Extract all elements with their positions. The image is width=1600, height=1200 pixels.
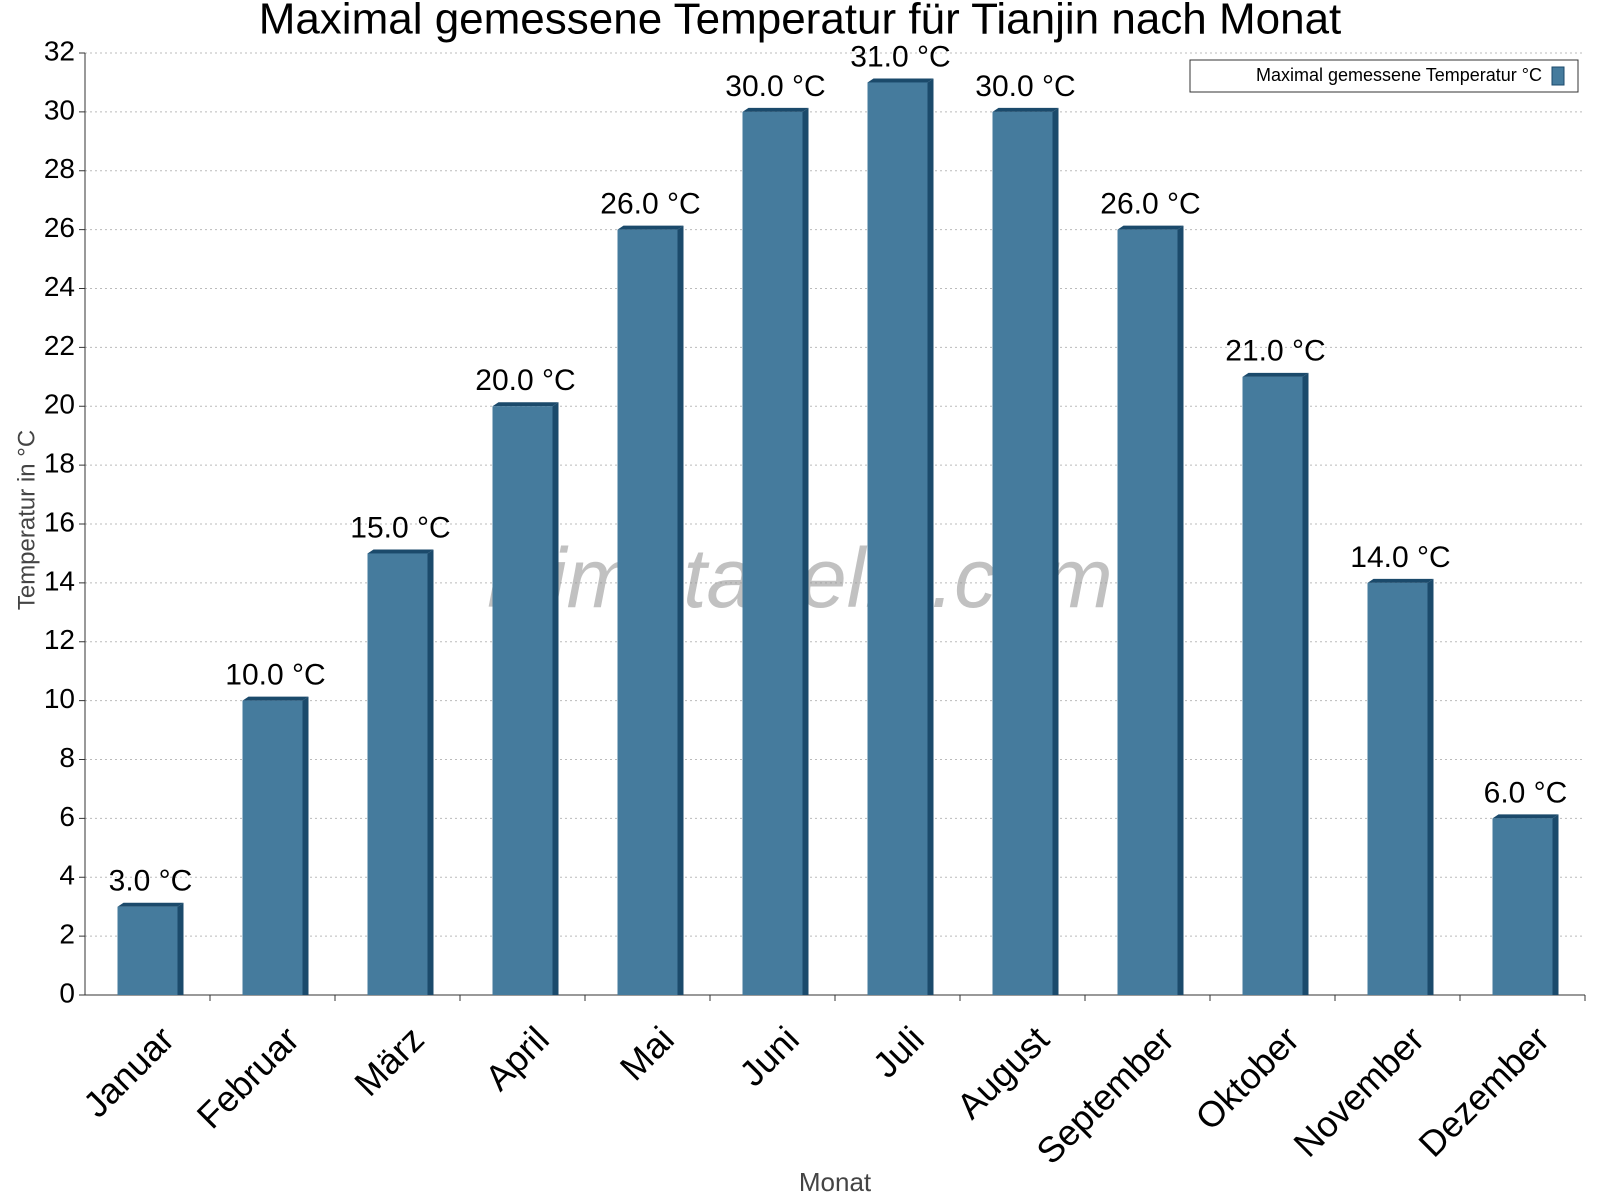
y-tick-label: 6 — [59, 801, 75, 832]
y-tick-label: 30 — [44, 94, 75, 125]
bar — [1492, 818, 1553, 995]
data-label: 20.0 °C — [475, 364, 575, 397]
bar-top — [242, 696, 309, 701]
bar-top — [867, 78, 934, 83]
bar-top — [617, 225, 684, 230]
x-tick-label: März — [346, 1018, 432, 1104]
legend-box — [1189, 59, 1579, 93]
y-tick-label: 12 — [44, 624, 75, 655]
y-tick-label: 8 — [59, 742, 75, 773]
data-label: 30.0 °C — [975, 70, 1075, 103]
legend-label: Maximal gemessene Temperatur °C — [1256, 65, 1542, 85]
bar — [992, 111, 1053, 995]
x-tick-label: Dezember — [1410, 1018, 1556, 1164]
bar-top — [1492, 814, 1559, 819]
x-tick-label: August — [949, 1018, 1057, 1126]
bar-top — [117, 902, 184, 907]
x-axis-label: Monat — [799, 1167, 872, 1197]
bar-top — [492, 402, 559, 407]
data-label: 26.0 °C — [1100, 188, 1200, 221]
x-tick-label: Juni — [731, 1018, 807, 1094]
bar-top — [1117, 225, 1184, 230]
bar-shade — [427, 549, 434, 995]
bar-top — [1242, 372, 1309, 377]
bar — [867, 82, 928, 995]
bar — [742, 111, 803, 995]
y-axis-label: Temperatur in °C — [13, 430, 40, 610]
bar-shade — [177, 902, 184, 995]
bar-shade — [1177, 225, 1184, 995]
bar-shade — [1552, 814, 1559, 995]
data-label: 26.0 °C — [600, 188, 700, 221]
bar-shade — [677, 225, 684, 995]
bar — [1242, 376, 1303, 995]
bar-shade — [1302, 372, 1309, 995]
x-tick-label: Oktober — [1187, 1018, 1307, 1138]
bar — [117, 906, 178, 995]
y-tick-label: 4 — [59, 860, 75, 891]
x-tick-label: Januar — [75, 1018, 182, 1125]
y-tick-label: 20 — [44, 389, 75, 420]
data-label: 6.0 °C — [1484, 776, 1568, 809]
x-tick-label: April — [477, 1018, 557, 1098]
x-tick-label: Juli — [865, 1018, 932, 1085]
bar-top — [742, 107, 809, 112]
data-label: 30.0 °C — [725, 70, 825, 103]
bar-shade — [802, 107, 809, 995]
bar-top — [1367, 578, 1434, 583]
y-tick-label: 18 — [44, 448, 75, 479]
bar — [1367, 582, 1428, 995]
y-tick-label: 0 — [59, 977, 75, 1008]
data-label: 14.0 °C — [1350, 541, 1450, 574]
y-tick-label: 14 — [44, 565, 75, 596]
bar-shade — [927, 78, 934, 995]
x-tick-label: Mai — [612, 1018, 682, 1088]
y-tick-label: 26 — [44, 212, 75, 243]
bar-shade — [552, 402, 559, 995]
y-tick-label: 16 — [44, 506, 75, 537]
bar-top — [367, 549, 434, 554]
bar-shade — [1052, 107, 1059, 995]
bar — [367, 553, 428, 995]
bar — [492, 406, 553, 995]
y-tick-label: 10 — [44, 683, 75, 714]
bar — [617, 229, 678, 995]
bar-shade — [1427, 578, 1434, 995]
bar-shade — [302, 696, 309, 995]
data-label: 31.0 °C — [850, 40, 950, 73]
bar — [1117, 229, 1178, 995]
x-tick-label: Februar — [189, 1018, 307, 1136]
data-label: 15.0 °C — [350, 511, 450, 544]
y-tick-label: 22 — [44, 330, 75, 361]
chart-title: Maximal gemessene Temperatur für Tianjin… — [259, 0, 1342, 44]
data-label: 10.0 °C — [225, 659, 325, 692]
y-tick-label: 24 — [44, 271, 75, 302]
data-label: 3.0 °C — [109, 865, 193, 898]
legend-swatch — [1551, 66, 1565, 86]
bar-top — [992, 107, 1059, 112]
x-tick-label: September — [1028, 1018, 1182, 1172]
data-label: 21.0 °C — [1225, 335, 1325, 368]
bar — [242, 700, 303, 995]
y-tick-label: 32 — [44, 35, 75, 66]
y-tick-label: 2 — [59, 919, 75, 950]
y-tick-label: 28 — [44, 153, 75, 184]
x-tick-label: November — [1285, 1018, 1431, 1164]
